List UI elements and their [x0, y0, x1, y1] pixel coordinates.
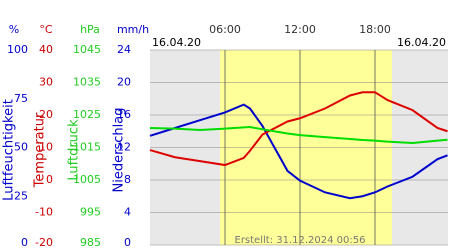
axis-title: Niederschlag [112, 108, 127, 193]
series-line [149, 103, 448, 200]
y-tick-label: 50 [14, 141, 28, 154]
y-tick-label: 40 [39, 43, 53, 56]
y-tick-label: 75 [14, 92, 28, 105]
y-tick-label: 985 [80, 236, 101, 249]
y-tick-label: 25 [14, 189, 28, 202]
axis-title: Luftdruck [67, 119, 82, 181]
x-tick-label: 18:00 [359, 23, 391, 36]
y-tick-label: 30 [39, 76, 53, 89]
date-right: 16.04.20 [397, 36, 446, 49]
y-tick-label: 10 [39, 141, 53, 154]
y-tick-label: 1035 [73, 76, 101, 89]
y-tick-label: 1045 [73, 43, 101, 56]
axis-unit: °C [39, 23, 53, 36]
y-tick-label: 0 [124, 236, 131, 249]
y-tick-label: 1005 [73, 173, 101, 186]
date-left: 16.04.20 [152, 36, 201, 49]
x-tick-label: 12:00 [284, 23, 316, 36]
y-tick-label: 4 [124, 206, 131, 219]
y-tick-label: 100 [7, 43, 28, 56]
y-tick-label: 20 [39, 108, 53, 121]
y-tick-label: 1025 [73, 108, 101, 121]
created-note: Erstellt: 31.12.2024 00:56 [235, 235, 366, 246]
y-tick-label: 16 [117, 108, 131, 121]
axis-title: Luftfeuchtigkeit [2, 99, 17, 201]
y-tick-label: 995 [80, 206, 101, 219]
axis-unit: % [9, 23, 19, 36]
axis-unit: hPa [80, 23, 100, 36]
y-tick-label: 24 [117, 43, 131, 56]
y-tick-label: 1015 [73, 141, 101, 154]
series-line [149, 126, 448, 144]
y-tick-label: 0 [21, 236, 28, 249]
y-tick-label: -10 [35, 206, 53, 219]
y-tick-label: 20 [117, 76, 131, 89]
x-tick-label: 06:00 [209, 23, 241, 36]
y-tick-label: -20 [35, 236, 53, 249]
y-tick-label: 8 [124, 173, 131, 186]
axis-title: Temperatur [33, 112, 48, 188]
axis-unit: mm/h [117, 23, 149, 36]
y-tick-label: 12 [117, 141, 131, 154]
series-line [149, 91, 448, 167]
y-tick-label: 0 [46, 173, 53, 186]
